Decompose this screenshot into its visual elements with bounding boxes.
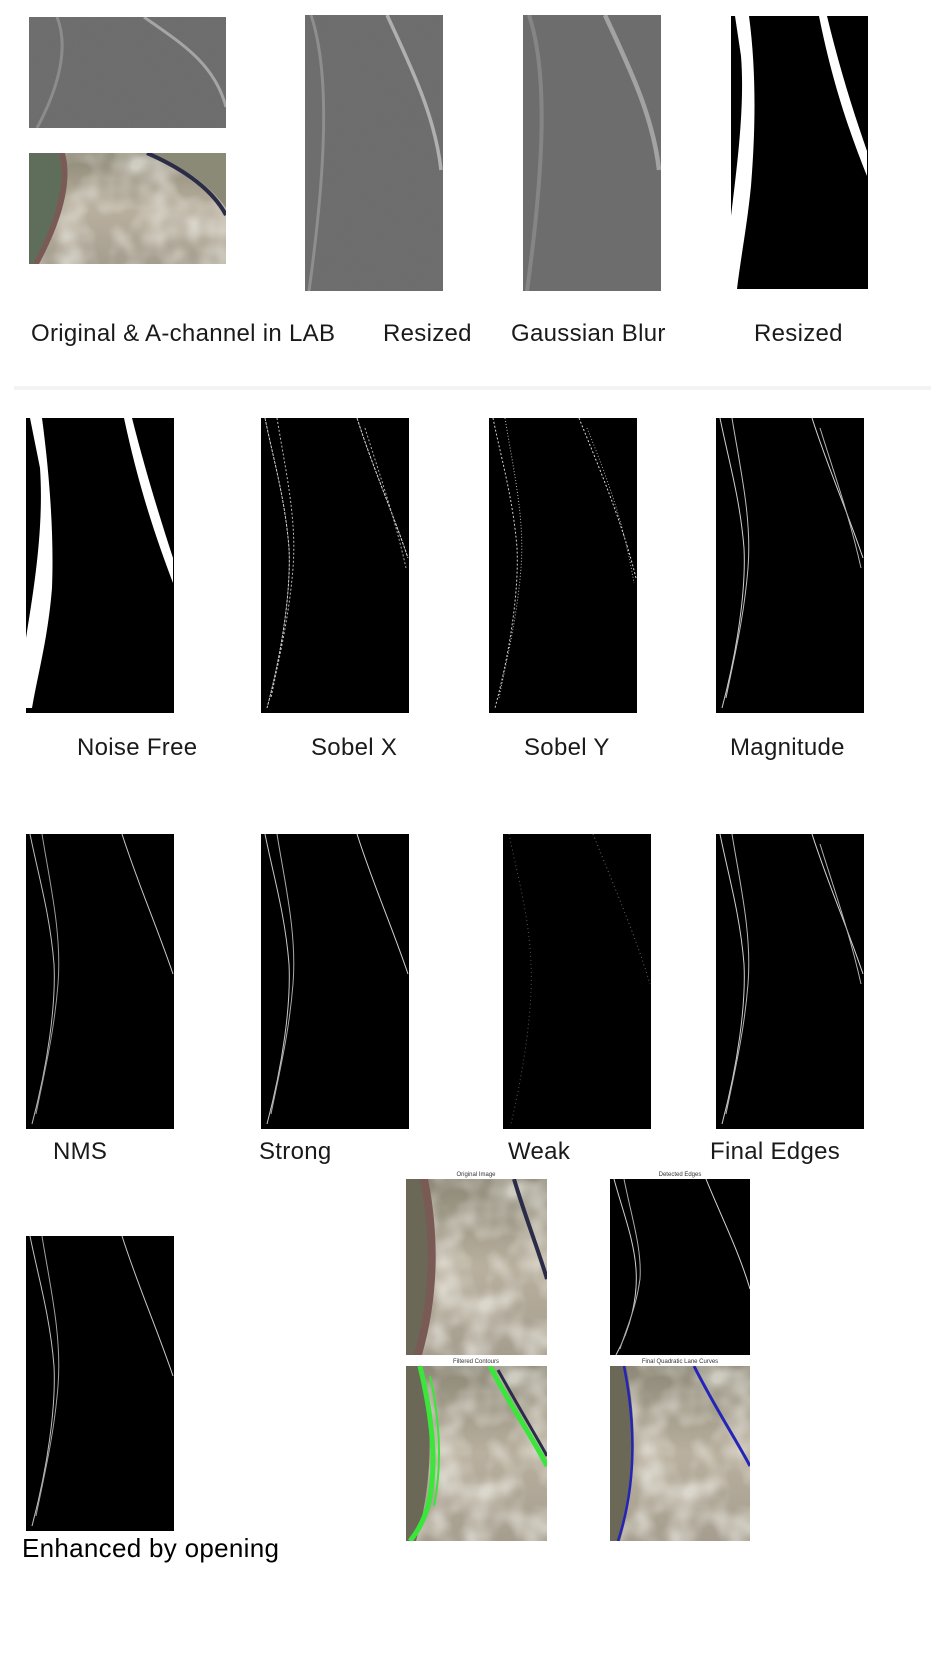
title-final-curves: Final Quadratic Lane Curves — [641, 1359, 719, 1365]
weak-image — [503, 834, 651, 1129]
resized-binary-image — [731, 16, 868, 289]
magnitude-image — [716, 418, 864, 713]
noise-free-image — [26, 418, 174, 713]
resized-gray-image — [305, 15, 443, 291]
label-weak: Weak — [508, 1138, 571, 1165]
nms-image — [26, 834, 174, 1129]
title-filtered-contours: Filtered Contours — [452, 1359, 500, 1365]
label-resized-gray: Resized — [383, 320, 472, 347]
enhanced-opening-image — [26, 1236, 174, 1531]
label-sobel-y: Sobel Y — [524, 734, 610, 761]
label-nms: NMS — [53, 1138, 108, 1165]
result-filtered-contours — [406, 1366, 547, 1541]
title-detected-edges: Detected Edges — [658, 1172, 702, 1178]
gaussian-blur-image — [523, 15, 661, 291]
label-original-a-channel: Original & A-channel in LAB — [31, 320, 336, 347]
a-channel-image — [29, 17, 226, 128]
label-magnitude: Magnitude — [730, 734, 845, 761]
sobel-y-image — [489, 418, 637, 713]
label-resized-binary: Resized — [754, 320, 843, 347]
final-edges-image — [716, 834, 864, 1129]
label-enhanced-opening: Enhanced by opening — [22, 1533, 280, 1563]
strong-image — [261, 834, 409, 1129]
label-gaussian-blur: Gaussian Blur — [511, 320, 666, 347]
original-road-image — [29, 153, 226, 264]
label-final-edges: Final Edges — [710, 1138, 841, 1165]
result-original-image — [406, 1179, 547, 1355]
label-strong: Strong — [259, 1138, 332, 1165]
label-sobel-x: Sobel X — [311, 734, 398, 761]
sobel-x-image — [261, 418, 409, 713]
label-noise-free: Noise Free — [77, 734, 198, 761]
title-original-image: Original Image — [456, 1172, 496, 1178]
result-final-curves — [610, 1366, 750, 1541]
result-detected-edges — [610, 1179, 750, 1355]
